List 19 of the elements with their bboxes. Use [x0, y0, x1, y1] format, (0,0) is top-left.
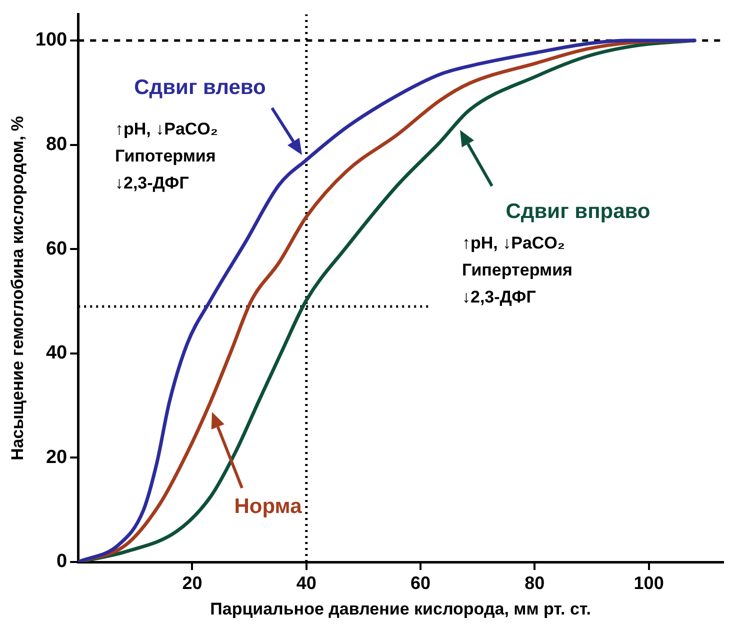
y-tick-label: 60: [46, 238, 68, 260]
x-tick-label: 60: [410, 572, 431, 593]
y-axis-title: Насыщение гемоглобина кислородом, %: [8, 116, 27, 460]
x-tick-label: 40: [296, 572, 316, 593]
y-tick-label: 0: [56, 551, 68, 572]
line-series: [78, 38, 696, 562]
annotation: Сдвиг вправо: [506, 200, 650, 223]
x-axis-title: Парциальное давление кислорода, мм рт. ст.: [210, 599, 591, 618]
y-tick-label: 40: [46, 342, 68, 364]
y-tick-label: 100: [35, 30, 68, 51]
x-tick-label: 80: [524, 572, 545, 593]
x-tick-label: 20: [182, 572, 202, 593]
annotation: Сдвиг влево: [134, 76, 266, 99]
y-tick-label: 20: [46, 446, 68, 468]
annotation: ↑pH, ↓PaCO₂ Гипертермия ↓2,3-ДФГ: [462, 234, 572, 307]
x-tick-label: 100: [634, 572, 664, 593]
annotation: Норма: [234, 494, 302, 518]
annotation: ↑pH, ↓PaCO₂ Гипотермия ↓2,3-ДФГ: [115, 120, 218, 193]
y-tick-label: 80: [46, 134, 68, 156]
